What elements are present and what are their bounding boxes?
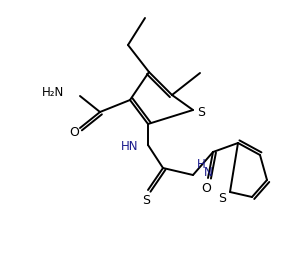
Text: S: S bbox=[218, 192, 226, 205]
Text: O: O bbox=[201, 182, 211, 195]
Text: S: S bbox=[197, 105, 205, 118]
Text: N: N bbox=[204, 166, 213, 179]
Text: HN: HN bbox=[120, 140, 138, 153]
Text: O: O bbox=[69, 126, 79, 139]
Text: H₂N: H₂N bbox=[42, 86, 64, 99]
Text: H: H bbox=[197, 158, 206, 171]
Text: S: S bbox=[142, 193, 150, 206]
